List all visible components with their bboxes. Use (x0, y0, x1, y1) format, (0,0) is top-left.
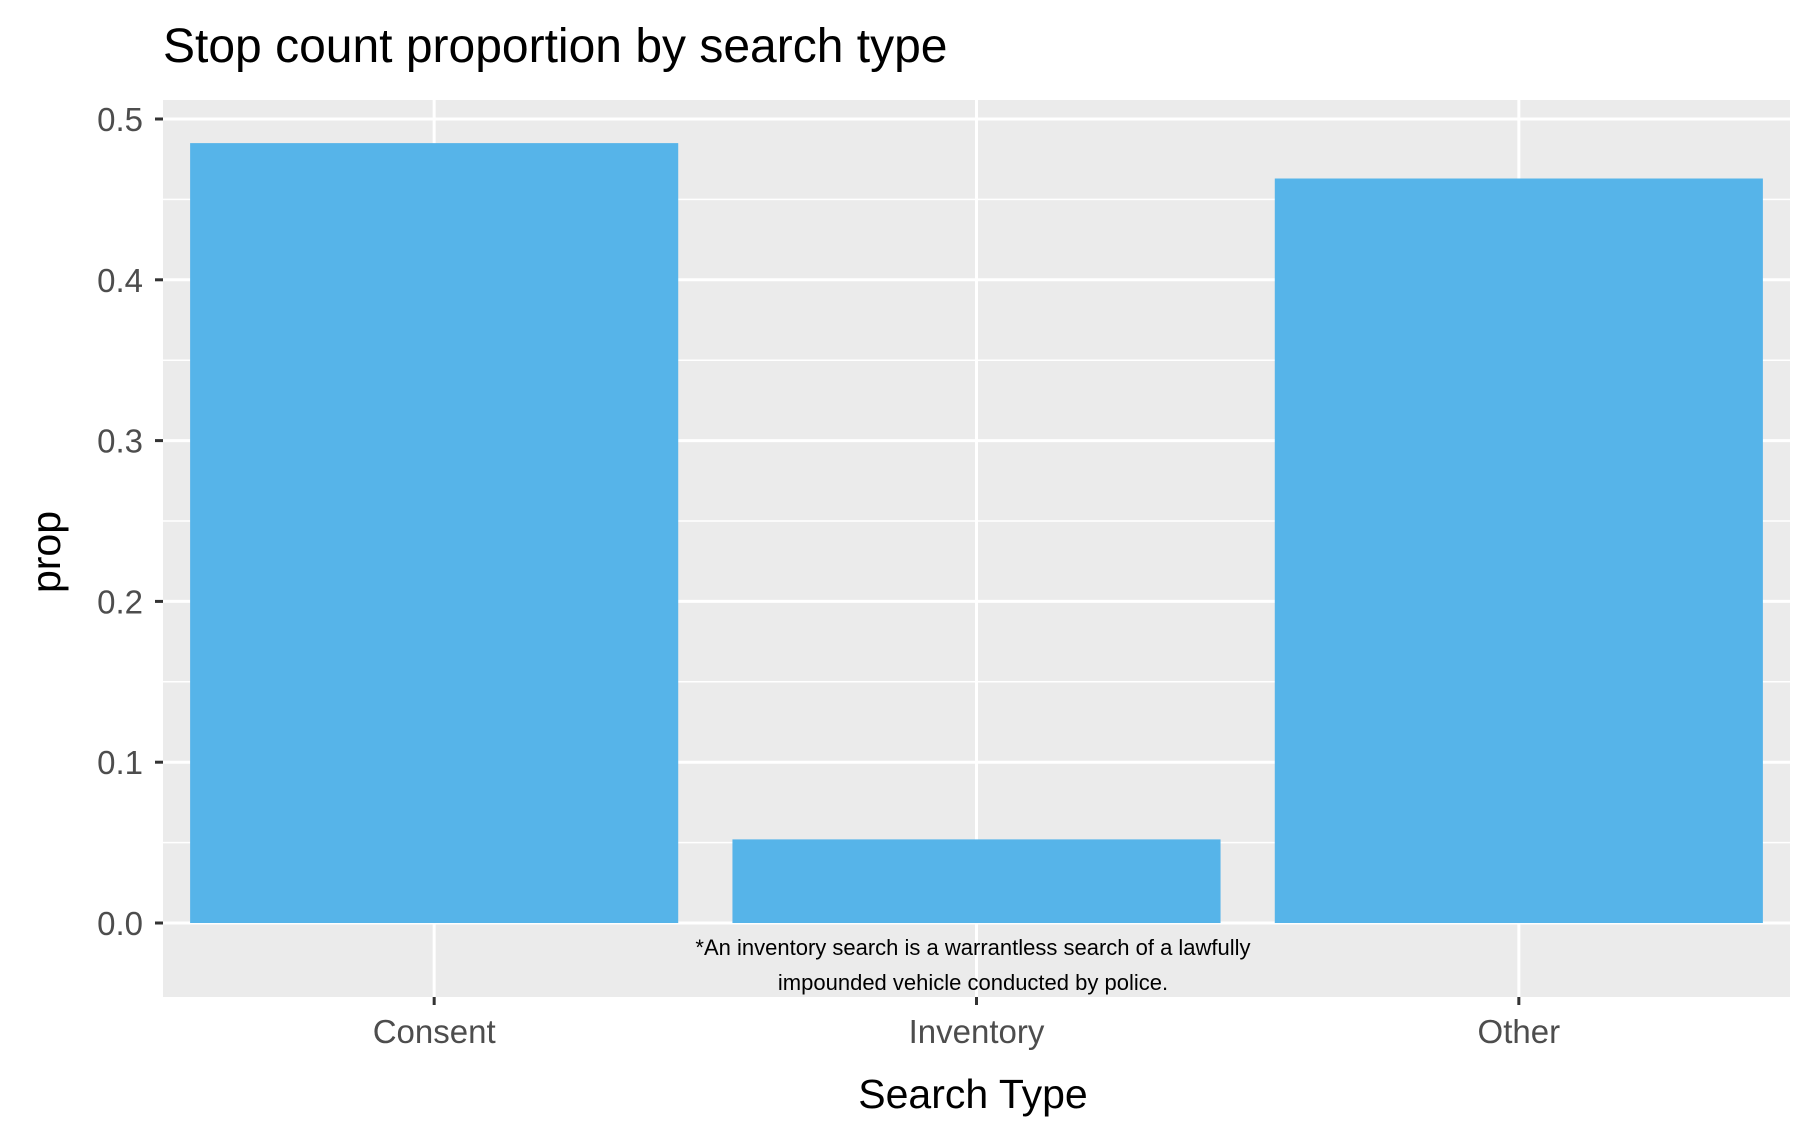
y-axis-title: prop (23, 511, 69, 593)
bar-inventory (732, 839, 1221, 923)
annotation-line-1: *An inventory search is a warrantless se… (695, 935, 1250, 960)
y-tick-label: 0.0 (97, 905, 143, 942)
y-tick-label: 0.4 (97, 262, 143, 299)
y-tick-label: 0.5 (97, 101, 143, 138)
x-axis-title: Search Type (858, 1071, 1087, 1117)
x-tick-label: Other (1478, 1013, 1561, 1050)
y-tick-label: 0.2 (97, 583, 143, 620)
x-axis: Consent Inventory Other (373, 997, 1560, 1050)
bar-consent (190, 143, 679, 923)
x-tick-label: Consent (373, 1013, 496, 1050)
y-axis: 0.0 0.1 0.2 0.3 0.4 0.5 (97, 101, 163, 942)
annotation: *An inventory search is a warrantless se… (695, 935, 1250, 995)
annotation-line-2: impounded vehicle conducted by police. (778, 970, 1168, 995)
y-tick-label: 0.3 (97, 423, 143, 460)
chart-title: Stop count proportion by search type (163, 20, 947, 73)
x-tick-label: Inventory (909, 1013, 1045, 1050)
bar-other (1274, 178, 1763, 924)
y-tick-label: 0.1 (97, 744, 143, 781)
bars (190, 143, 1763, 924)
